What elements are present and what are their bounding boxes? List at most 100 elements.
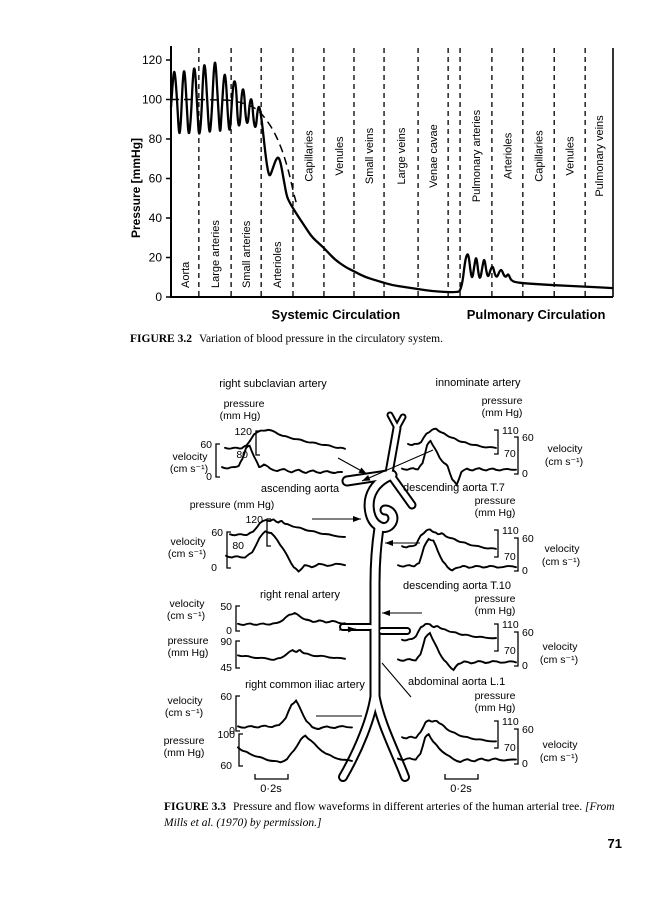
aorta-lumen	[371, 524, 383, 700]
pressure-scale-bracket	[238, 733, 243, 767]
pressure-scale-low: 70	[504, 551, 516, 563]
aorta-lumen	[386, 425, 400, 476]
y-tick-label: 80	[149, 132, 163, 146]
aorta-lumen	[372, 690, 408, 780]
time-scale-label: 0·2s	[450, 783, 472, 795]
pressure-scale-bracket	[235, 640, 240, 669]
velocity-axis-label: velocity	[547, 443, 583, 455]
velocity-scale-bracket	[514, 436, 519, 475]
y-axis-label: Pressure [mmHg]	[129, 138, 143, 238]
pressure-scale-low: 80	[236, 449, 248, 461]
pressure-scale-high: 110	[502, 525, 519, 537]
pressure-scale-low: 80	[232, 540, 244, 552]
pressure-scale-high: 110	[502, 716, 519, 728]
velocity-trace-p2	[225, 530, 346, 573]
pressure-scale-low: 70	[504, 645, 516, 657]
section-title: Systemic Circulation	[272, 307, 401, 322]
velocity-trace-p3	[237, 611, 346, 626]
velocity-scale-high: 60	[522, 724, 534, 736]
y-tick-label: 0	[155, 290, 162, 304]
pressure-scale-bracket	[494, 529, 499, 558]
pressure-scale-bracket	[494, 720, 499, 749]
figure-3-3-caption-source: [From Mills et al. (1970) by permission.…	[164, 801, 615, 830]
velocity-scale-high: 60	[522, 432, 534, 444]
velocity-axis-label: velocity	[544, 543, 580, 555]
velocity-trace-p8	[397, 732, 517, 763]
pressure-scale-bracket	[494, 623, 499, 652]
pressure-axis-label: (mm Hg)	[482, 407, 523, 419]
velocity-scale-bracket	[514, 537, 519, 572]
velocity-scale-low: 0	[229, 725, 235, 737]
pressure-trace-p5	[407, 427, 497, 449]
pressure-axis-label: pressure	[224, 398, 265, 410]
leader-arrowhead	[353, 516, 361, 522]
panel-title-p8: abdominal aorta L.1	[408, 676, 505, 688]
velocity-axis-label: (cm s⁻¹)	[545, 456, 583, 468]
leader-arrowhead	[358, 467, 367, 474]
figure-3-2-caption: FIGURE 3.2 Variation of blood pressure in…	[130, 331, 610, 347]
velocity-axis-label: (cm s⁻¹)	[167, 610, 205, 622]
y-tick-label: 20	[149, 251, 163, 265]
vessel-label: Arterioles	[502, 132, 514, 179]
leader-arrowhead	[347, 626, 356, 633]
y-tick-label: 100	[142, 93, 162, 107]
vessel-label: Large arteries	[210, 220, 222, 288]
velocity-scale-high: 60	[211, 527, 223, 539]
pressure-axis-label: pressure	[164, 735, 205, 747]
velocity-scale-bracket	[215, 443, 220, 478]
velocity-trace-p7	[397, 631, 517, 672]
velocity-scale-bracket	[514, 631, 519, 667]
velocity-trace-p6	[397, 537, 517, 572]
pressure-curve	[169, 61, 614, 294]
vessel-label: Capillaries	[303, 130, 315, 182]
velocity-scale-high: 60	[522, 533, 534, 545]
vessel-label: Pulmonary veins	[594, 115, 606, 197]
pressure-trace-p3	[237, 649, 346, 661]
vessel-label: Arterioles	[272, 241, 284, 288]
velocity-axis-label: velocity	[169, 598, 205, 610]
velocity-scale-low: 0	[211, 562, 217, 574]
vessel-label: Venules	[565, 136, 577, 176]
velocity-scale-low: 0	[206, 471, 212, 483]
pressure-trace-p7	[401, 622, 497, 642]
velocity-scale-high: 60	[220, 691, 232, 703]
velocity-trace-p5	[401, 439, 517, 487]
vessel-label: Pulmonary arteries	[471, 109, 483, 202]
y-tick-label: 40	[149, 211, 163, 225]
figure-3-2-chart: 0 20 40 60 80 100 120 Pressure [mmHg] Aorta Large…	[129, 46, 614, 322]
velocity-axis-label: (cm s⁻¹)	[542, 556, 580, 568]
velocity-scale-bracket	[226, 531, 231, 569]
pressure-axis-label: pressure	[475, 495, 516, 507]
pressure-axis-label: (mm Hg)	[164, 747, 205, 759]
velocity-scale-bracket	[235, 695, 240, 732]
pressure-scale-low: 60	[220, 760, 232, 772]
vessel-label: Small arteries	[241, 220, 253, 288]
pressure-axis-label: (mm Hg)	[168, 647, 209, 659]
figure-3-3-caption-text: Pressure and flow waveforms in different…	[232, 801, 583, 813]
velocity-scale-high: 50	[220, 601, 232, 613]
velocity-scale-bracket	[514, 728, 519, 765]
time-scale-bar	[254, 774, 289, 780]
panel-title-p2: ascending aorta	[261, 483, 340, 495]
aorta-lumen	[395, 415, 405, 430]
pressure-scale-high: 120	[245, 514, 263, 526]
velocity-scale-high: 60	[200, 439, 212, 451]
pressure-axis-label: (mm Hg)	[475, 507, 516, 519]
panel-title-p1: right subclavian artery	[219, 378, 327, 390]
pressure-trace-p2	[229, 518, 346, 538]
page-number: 71	[607, 836, 622, 851]
pressure-scale-high: 110	[502, 619, 519, 631]
pressure-scale-low: 70	[504, 742, 516, 754]
vessel-label: Small veins	[364, 127, 376, 184]
velocity-trace-p4	[237, 698, 353, 730]
leader-arrowhead	[382, 610, 390, 616]
velocity-scale-low: 0	[522, 660, 528, 672]
velocity-axis-label: (cm s⁻¹)	[540, 654, 578, 666]
axes	[170, 46, 613, 298]
pressure-scale-high: 90	[220, 636, 232, 648]
pressure-scale-high: 100	[217, 729, 235, 741]
pressure-axis-label: (mm Hg)	[475, 605, 516, 617]
panel-title-p4: right common iliac artery	[245, 679, 365, 691]
